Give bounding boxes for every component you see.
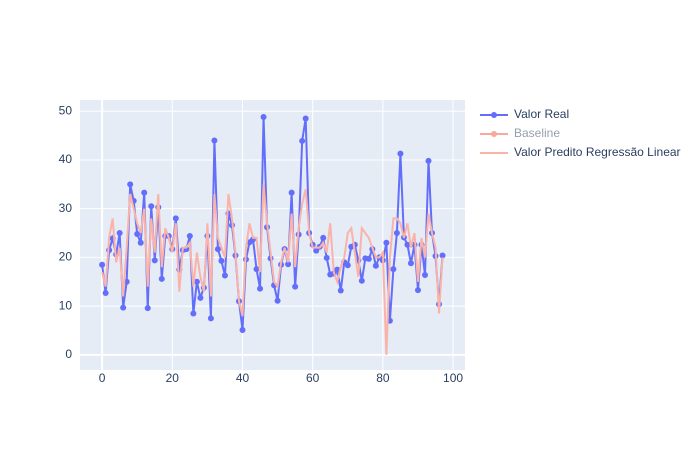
y-tick-label: 30 (59, 201, 73, 215)
point (148, 203, 155, 210)
y-tick-label: 50 (59, 103, 73, 117)
point (260, 114, 267, 121)
point (151, 257, 158, 264)
point (383, 239, 390, 246)
point (414, 287, 421, 294)
point (372, 262, 379, 269)
point (102, 289, 109, 296)
point (120, 304, 127, 311)
legend-marker (491, 112, 497, 118)
point (439, 252, 446, 259)
x-tick-label: 20 (166, 371, 180, 385)
y-tick-label: 40 (59, 152, 73, 166)
point (141, 189, 148, 196)
point (337, 287, 344, 294)
point (285, 261, 292, 268)
legend-item[interactable]: Valor Real (480, 107, 569, 121)
point (239, 327, 246, 334)
x-tick-label: 100 (443, 371, 463, 385)
series-line (101, 184, 444, 355)
point (211, 137, 218, 144)
point (365, 255, 372, 262)
point (137, 239, 144, 246)
point (221, 272, 228, 279)
point (274, 297, 281, 304)
point (186, 232, 193, 239)
plot-area (80, 100, 465, 370)
y-tick-label: 10 (59, 298, 73, 312)
point (99, 261, 106, 268)
legend-item[interactable]: Valor Predito Regressão Linear (480, 145, 681, 159)
point (313, 247, 320, 254)
x-tick-label: 40 (236, 371, 250, 385)
point (334, 266, 341, 273)
point (197, 294, 204, 301)
point (190, 310, 197, 317)
point (134, 231, 141, 238)
point (158, 275, 165, 282)
point (397, 150, 404, 157)
point (292, 283, 299, 290)
legend-item[interactable]: Baseline (480, 126, 560, 140)
point (214, 246, 221, 253)
y-tick-label: 0 (65, 347, 72, 361)
x-tick-label: 80 (376, 371, 390, 385)
point (320, 234, 327, 241)
point (344, 262, 351, 269)
point (390, 266, 397, 273)
legend-label: Valor Real (514, 107, 569, 121)
point (218, 257, 225, 264)
legend-label: Valor Predito Regressão Linear (514, 145, 681, 159)
point (299, 137, 306, 144)
x-tick-label: 0 (99, 371, 106, 385)
point (407, 260, 414, 267)
x-tick-label: 60 (306, 371, 320, 385)
point (253, 266, 260, 273)
point (358, 277, 365, 284)
y-tick-label: 20 (59, 250, 73, 264)
point (288, 189, 295, 196)
point (207, 315, 214, 322)
legend-marker (491, 131, 497, 137)
point (404, 241, 411, 248)
point (144, 305, 151, 312)
point (425, 157, 432, 164)
point (257, 285, 264, 292)
point (393, 230, 400, 237)
point (116, 230, 123, 237)
point (421, 271, 428, 278)
point (172, 215, 179, 222)
legend-label: Baseline (514, 126, 560, 140)
point (193, 278, 200, 285)
point (323, 254, 330, 261)
point (302, 115, 309, 122)
point (127, 181, 134, 188)
